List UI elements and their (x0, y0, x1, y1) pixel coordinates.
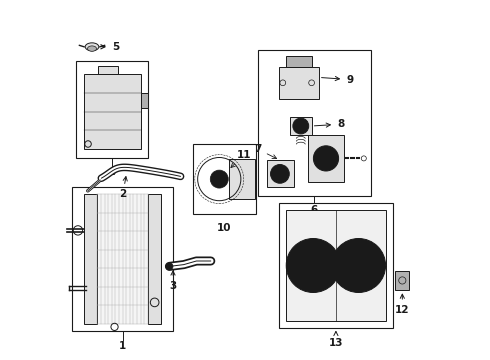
Circle shape (293, 118, 309, 134)
Bar (395, 271, 409, 290)
Bar (279, 67, 319, 99)
Circle shape (319, 152, 333, 165)
Text: 1: 1 (119, 341, 126, 351)
Bar (286, 56, 312, 67)
Circle shape (298, 251, 328, 280)
Bar (72, 187, 173, 331)
Bar (84, 194, 98, 324)
Circle shape (352, 259, 366, 272)
Bar (148, 194, 162, 324)
Circle shape (332, 238, 386, 292)
Ellipse shape (85, 43, 99, 51)
Text: 3: 3 (170, 271, 176, 291)
Text: 2: 2 (120, 177, 127, 199)
Text: 8: 8 (315, 119, 344, 129)
Bar (98, 194, 148, 324)
Text: 5: 5 (101, 42, 119, 52)
Text: 9: 9 (321, 75, 353, 85)
Circle shape (286, 238, 340, 292)
Bar (84, 74, 141, 149)
Bar (267, 160, 294, 187)
Text: 7: 7 (254, 144, 276, 158)
Bar (286, 210, 386, 321)
Bar (290, 117, 312, 135)
Text: 13: 13 (329, 332, 343, 348)
Bar (193, 144, 256, 214)
Circle shape (210, 170, 228, 188)
Text: 6: 6 (311, 205, 318, 215)
Circle shape (166, 263, 173, 270)
Circle shape (343, 251, 373, 280)
Text: 4: 4 (108, 167, 116, 177)
Bar (258, 50, 371, 196)
Ellipse shape (88, 46, 97, 51)
Circle shape (270, 165, 289, 183)
Bar (98, 66, 118, 74)
Bar (308, 135, 344, 182)
Bar (279, 203, 392, 328)
Text: 11: 11 (231, 149, 252, 167)
Bar (141, 93, 148, 108)
Circle shape (314, 146, 339, 171)
Bar (76, 61, 148, 158)
Text: 12: 12 (395, 294, 410, 315)
Circle shape (306, 259, 320, 272)
Text: 10: 10 (217, 223, 232, 233)
Bar (229, 159, 254, 199)
